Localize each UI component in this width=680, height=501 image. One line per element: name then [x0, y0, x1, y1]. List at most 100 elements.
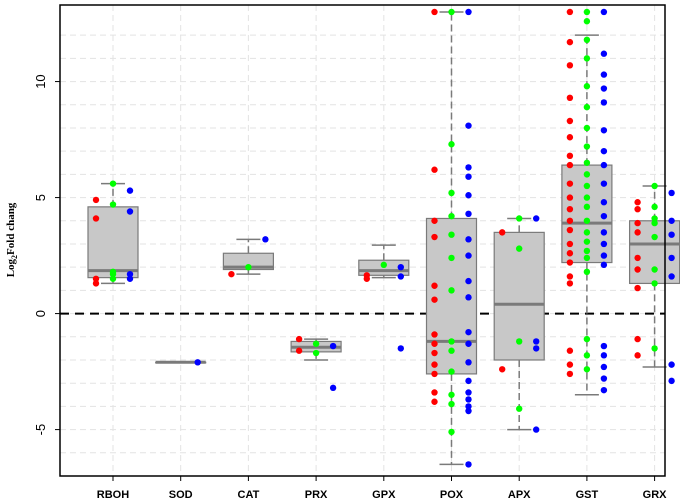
- point-red: [566, 152, 574, 160]
- point-green: [651, 219, 658, 227]
- point-blue: [668, 254, 675, 262]
- point-red: [431, 370, 438, 378]
- point-red: [566, 259, 574, 266]
- point-green: [583, 83, 591, 90]
- point-blue: [668, 273, 675, 280]
- point-red: [431, 8, 438, 16]
- point-green: [380, 261, 387, 269]
- x-axis-category-labels: RBOH SOD CAT PRX GPX POX APX GST GRX: [97, 476, 667, 501]
- point-blue: [600, 261, 608, 269]
- point-red: [431, 349, 438, 357]
- point-blue: [668, 189, 675, 197]
- y-axis-label-rest: Fold chang: [5, 202, 17, 255]
- point-blue: [465, 8, 472, 16]
- point-red: [566, 180, 574, 187]
- point-blue: [262, 236, 269, 243]
- point-blue: [465, 164, 472, 171]
- point-red: [228, 270, 235, 278]
- point-red: [566, 240, 574, 248]
- data-points: [92, 8, 675, 468]
- point-green: [516, 405, 523, 412]
- point-blue: [600, 375, 608, 382]
- point-blue: [465, 389, 472, 396]
- point-blue: [397, 263, 404, 271]
- point-green: [312, 340, 320, 347]
- point-red: [499, 229, 506, 236]
- point-green: [583, 254, 591, 262]
- point-blue: [668, 217, 675, 224]
- point-green: [583, 8, 591, 16]
- point-red: [566, 250, 574, 257]
- point-blue: [465, 461, 472, 468]
- point-blue: [600, 50, 608, 57]
- point-blue: [329, 342, 337, 350]
- point-blue: [465, 396, 472, 403]
- point-red: [634, 219, 641, 227]
- point-red: [92, 196, 100, 204]
- point-blue: [600, 240, 608, 248]
- point-blue: [600, 386, 608, 394]
- point-blue: [465, 403, 472, 410]
- point-green: [583, 18, 591, 25]
- point-green: [583, 247, 591, 255]
- point-green: [583, 268, 591, 276]
- point-green: [448, 400, 455, 408]
- point-green: [583, 217, 591, 224]
- point-red: [431, 340, 438, 347]
- point-blue: [600, 342, 608, 350]
- x-tick-label: POX: [440, 489, 464, 501]
- point-red: [634, 284, 641, 292]
- point-blue: [397, 345, 404, 352]
- point-blue: [600, 199, 608, 206]
- point-blue: [465, 359, 472, 366]
- point-blue: [600, 180, 608, 187]
- y-tick-label: -5: [33, 424, 48, 436]
- point-green: [448, 391, 455, 398]
- point-green: [583, 366, 591, 373]
- point-green: [583, 194, 591, 201]
- point-blue: [600, 127, 608, 134]
- point-green: [516, 245, 523, 252]
- point-green: [448, 254, 455, 262]
- point-blue: [126, 270, 134, 278]
- point-red: [431, 296, 438, 303]
- point-red: [92, 280, 100, 287]
- point-red: [566, 8, 574, 16]
- point-red: [566, 194, 574, 201]
- point-blue: [533, 338, 540, 345]
- point-green: [583, 182, 591, 190]
- point-green: [583, 352, 591, 359]
- point-green: [448, 368, 455, 375]
- point-green: [448, 347, 455, 354]
- point-red: [566, 205, 574, 213]
- point-green: [516, 338, 523, 345]
- x-tick-label: GRX: [643, 489, 668, 501]
- point-green: [448, 189, 455, 197]
- point-blue: [600, 352, 608, 359]
- point-blue: [533, 345, 540, 352]
- point-green: [651, 280, 658, 287]
- x-tick-label: APX: [508, 489, 531, 501]
- point-green: [651, 345, 658, 352]
- point-red: [431, 361, 438, 368]
- point-red: [431, 282, 438, 289]
- point-blue: [465, 210, 472, 218]
- point-green: [651, 203, 658, 211]
- point-green: [109, 180, 117, 187]
- point-green: [109, 201, 117, 208]
- point-red: [92, 275, 100, 282]
- point-red: [363, 272, 370, 279]
- point-blue: [465, 294, 472, 301]
- point-blue: [126, 208, 134, 215]
- point-red: [634, 352, 641, 359]
- point-blue: [465, 340, 472, 347]
- point-red: [634, 266, 641, 273]
- point-blue: [329, 384, 337, 392]
- point-green: [448, 141, 455, 148]
- point-green: [583, 143, 591, 150]
- point-blue: [465, 173, 472, 180]
- point-green: [583, 103, 591, 111]
- point-blue: [533, 426, 540, 433]
- plot-frame: [59, 4, 666, 477]
